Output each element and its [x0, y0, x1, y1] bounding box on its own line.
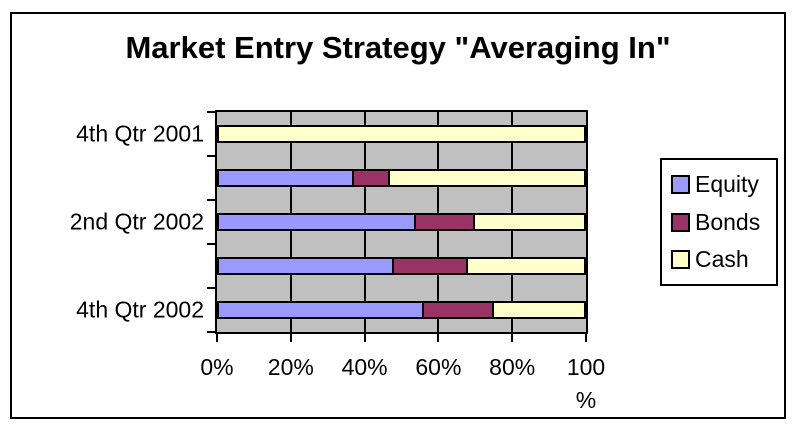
bar-segment-equity [217, 257, 395, 275]
bar-row [217, 213, 586, 231]
legend-item-cash: Cash [671, 246, 776, 273]
y-axis-tick [207, 243, 215, 245]
bar-segment-cash [390, 169, 586, 187]
x-axis-tick-label: 60% [415, 354, 462, 380]
bar-row [217, 169, 586, 187]
bar-row [217, 301, 586, 319]
legend-item-equity: Equity [671, 171, 776, 198]
bar-row [217, 257, 586, 275]
x-axis-ticks [216, 112, 587, 342]
x-axis-tick [437, 334, 440, 342]
bar-segment-bonds [416, 213, 476, 231]
y-axis-ticks [207, 111, 586, 333]
bar-segment-cash [475, 213, 586, 231]
bar-segment-cash [217, 125, 586, 143]
y-axis-labels: 4th Qtr 2001 2nd Qtr 2002 4th Qtr 2002 [70, 112, 586, 332]
bar-segment-equity [217, 301, 424, 319]
legend-label: Equity [695, 170, 759, 197]
legend: Equity Bonds Cash [660, 158, 778, 286]
bar-segment-bonds [394, 257, 468, 275]
bar-segment-bonds [353, 169, 391, 187]
x-axis-tick-label: 80% [489, 354, 536, 380]
legend-label: Bonds [695, 208, 761, 235]
bars-layer [217, 112, 586, 332]
x-axis-labels: 0% 20% 40% 60% 80% 100% [200, 112, 605, 413]
x-axis-tick-label: 40% [341, 354, 388, 380]
chart-title: Market Entry Strategy "Averaging In" [125, 30, 671, 65]
x-axis-tick-label-wrap: % [575, 387, 597, 413]
bar-row [217, 125, 586, 143]
x-axis-tick-label: 20% [267, 354, 314, 380]
y-axis-label: 2nd Qtr 2002 [69, 208, 204, 235]
chart-frame: Market Entry Strategy "Averaging In" 4th… [10, 12, 786, 419]
legend-item-bonds: Bonds [671, 209, 776, 236]
x-axis-tick [289, 334, 292, 342]
legend-label: Cash [695, 246, 749, 273]
x-axis-tick [363, 334, 366, 342]
bar-segment-equity [217, 169, 354, 187]
legend-swatch-bonds [671, 212, 690, 232]
x-axis-tick-label: 0% [200, 354, 234, 380]
y-axis-label: 4th Qtr 2001 [76, 120, 204, 147]
bar-segment-cash [467, 257, 586, 275]
y-axis-tick [207, 287, 215, 289]
bar-segment-cash [493, 301, 586, 319]
legend-swatch-equity [671, 174, 690, 194]
x-axis-tick [511, 334, 514, 342]
x-axis-tick-label: 100 [566, 354, 606, 380]
y-axis-tick [207, 111, 215, 113]
bar-segment-equity [217, 213, 417, 231]
y-axis-tick [207, 199, 215, 201]
plot-area: 4th Qtr 2001 2nd Qtr 2002 4th Qtr 2002 0% 2… [70, 110, 605, 413]
bar-segment-bonds [423, 301, 494, 319]
y-axis-tick [207, 331, 215, 333]
y-axis-tick [207, 155, 215, 157]
legend-swatch-cash [671, 250, 690, 270]
y-axis-label: 4th Qtr 2002 [76, 296, 204, 323]
x-axis-tick [585, 334, 587, 342]
x-axis-tick [216, 334, 218, 342]
